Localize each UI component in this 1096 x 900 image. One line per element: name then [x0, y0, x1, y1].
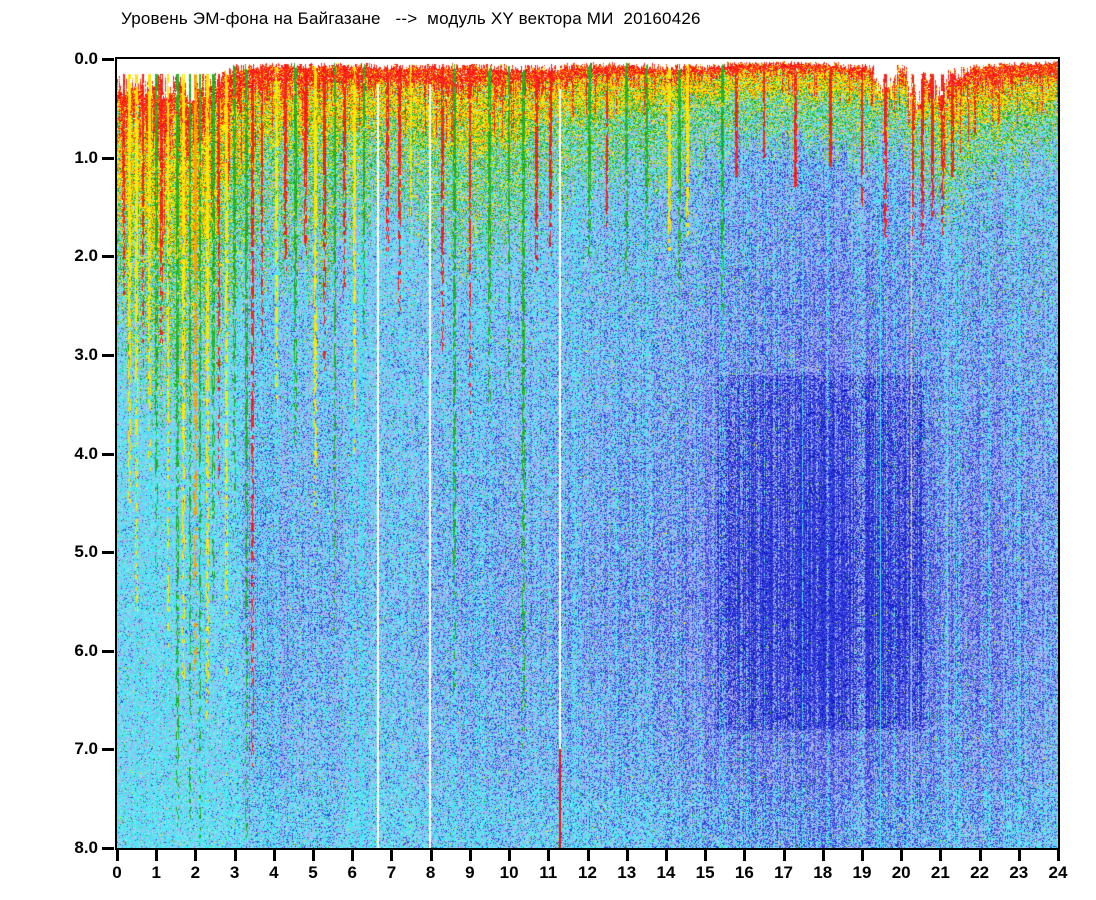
x-tick-label: 14 — [656, 863, 676, 882]
y-tick — [102, 156, 114, 160]
x-tick-label: 13 — [617, 863, 637, 882]
x-tick-label: 10 — [499, 863, 519, 882]
y-tick-label: 8.0 — [74, 838, 98, 857]
chart-title: Уровень ЭМ-фона на Байгазане --> модуль … — [121, 9, 701, 28]
x-tick-label: 23 — [1009, 863, 1029, 882]
x-tick-label: 15 — [695, 863, 715, 882]
x-tick-label: 12 — [578, 863, 597, 882]
x-tick-label: 1 — [151, 863, 161, 882]
x-tick-label: 18 — [813, 863, 833, 882]
x-tick-label: 9 — [465, 863, 475, 882]
x-tick — [704, 850, 708, 861]
x-tick — [508, 850, 512, 861]
y-tick-label: 7.0 — [74, 739, 98, 759]
x-tick — [939, 850, 943, 861]
x-tick — [312, 850, 316, 861]
x-tick-label: 21 — [930, 863, 950, 882]
x-tick — [978, 850, 982, 861]
y-tick — [102, 452, 114, 456]
x-tick-label: 0 — [112, 863, 122, 882]
x-tick-label: 5 — [308, 863, 318, 882]
plot-frame — [115, 57, 1060, 850]
y-tick-label: 6.0 — [74, 640, 98, 660]
y-tick — [102, 353, 114, 357]
y-tick-label: 2.0 — [74, 246, 98, 266]
y-tick-label: 1.0 — [74, 147, 98, 167]
x-tick — [1017, 850, 1021, 861]
x-tick — [625, 850, 629, 861]
x-tick-label: 22 — [970, 863, 990, 882]
x-tick — [468, 850, 472, 861]
x-tick-label: 7 — [386, 863, 397, 882]
y-tick-label: 3.0 — [74, 344, 98, 364]
x-tick — [390, 850, 394, 861]
x-tick — [194, 850, 198, 861]
x-tick — [586, 850, 590, 861]
x-tick — [821, 850, 825, 861]
x-tick — [429, 850, 433, 861]
x-tick-label: 3 — [229, 863, 240, 882]
x-tick-label: 11 — [539, 863, 558, 882]
x-tick-label: 20 — [891, 863, 911, 882]
x-tick-label: 17 — [774, 863, 793, 882]
x-tick — [900, 850, 904, 861]
x-tick-label: 16 — [734, 863, 754, 882]
x-tick — [116, 850, 119, 861]
x-tick — [743, 850, 747, 861]
x-tick — [860, 850, 864, 861]
x-tick — [547, 850, 551, 861]
x-tick — [1057, 850, 1060, 861]
x-tick-label: 19 — [852, 863, 872, 882]
x-tick — [272, 850, 276, 861]
spectrogram-canvas — [117, 59, 1058, 848]
x-tick — [155, 850, 159, 861]
x-tick — [664, 850, 668, 861]
x-tick-label: 24 — [1048, 863, 1068, 882]
y-tick — [102, 748, 114, 752]
y-tick — [102, 551, 114, 555]
x-tick — [351, 850, 355, 861]
x-tick — [782, 850, 786, 861]
y-tick — [102, 649, 114, 653]
x-tick-label: 4 — [269, 863, 279, 882]
x-tick — [233, 850, 237, 861]
x-tick-label: 8 — [425, 863, 436, 882]
y-tick — [102, 255, 114, 259]
y-tick — [102, 58, 114, 61]
x-tick-label: 6 — [347, 863, 357, 882]
y-tick-label: 4.0 — [74, 443, 98, 463]
y-tick-label: 0.0 — [74, 49, 98, 68]
x-tick-label: 2 — [190, 863, 201, 882]
y-tick — [102, 847, 114, 850]
y-tick-label: 5.0 — [74, 542, 98, 562]
